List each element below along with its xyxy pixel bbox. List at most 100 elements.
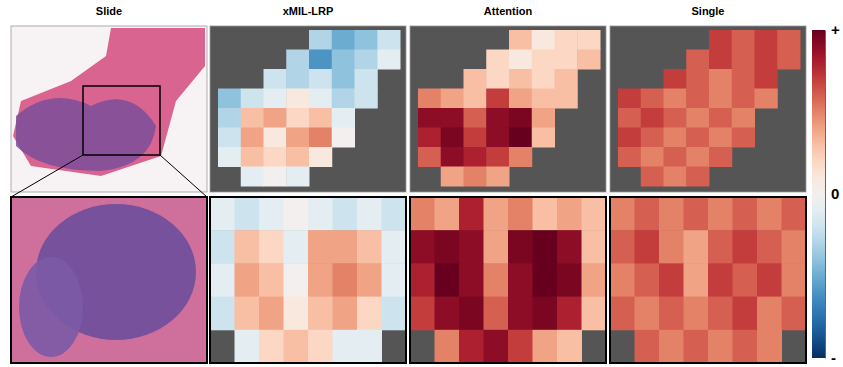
heatmap-cell (582, 197, 607, 231)
heatmap-cell (418, 89, 441, 109)
colorbar-axis-line (825, 31, 826, 359)
heatmap-cell (464, 128, 487, 148)
heatmap-cell (708, 230, 733, 264)
heatmap-cell (641, 108, 664, 128)
heatmap-cell (782, 197, 807, 231)
heatmap-cell (782, 297, 807, 331)
heatmap-cell (757, 230, 782, 264)
heatmap-cell (355, 89, 378, 109)
colorbar (812, 30, 825, 358)
heatmap-cell (532, 69, 555, 89)
heatmap-cell (259, 330, 284, 363)
heatmap-cell (582, 263, 607, 297)
heatmap-cell (684, 197, 709, 231)
heatmap-cell (332, 30, 355, 50)
zoom-connector (160, 155, 207, 197)
heatmap-cell (235, 197, 260, 231)
heatmap-cell (259, 263, 284, 297)
heatmap-cell (441, 108, 464, 128)
heatmap-cell (355, 50, 378, 70)
panel-border (410, 197, 606, 363)
slide-zoom-background (11, 197, 207, 363)
heatmap-cell (286, 108, 309, 128)
heatmap-cell (486, 108, 509, 128)
zoom-box (83, 86, 160, 155)
heatmap-cell (659, 330, 684, 363)
heatmap-cell (308, 330, 333, 363)
panel-title: xMIL-LRP (283, 5, 334, 17)
heatmap-cell (418, 147, 441, 167)
heatmap-cell (284, 230, 309, 264)
panel-background (410, 26, 606, 192)
heatmap-cell (441, 89, 464, 109)
tissue-node (16, 98, 156, 171)
heatmap-cell (686, 50, 709, 70)
colorbar-tick: 0 (825, 185, 839, 202)
heatmap-cell (555, 30, 578, 50)
heatmap-cell (309, 128, 332, 148)
colorbar-tick: + (825, 21, 840, 38)
heatmap-cell (464, 69, 487, 89)
heatmap-cell (659, 197, 684, 231)
heatmap-cell (684, 263, 709, 297)
heatmap-cell (241, 89, 264, 109)
heatmap-cell (532, 108, 555, 128)
heatmap-cell (557, 263, 582, 297)
heatmap-cell (509, 69, 532, 89)
heatmap-cell (235, 230, 260, 264)
heatmap-cell (664, 69, 687, 89)
heatmap-cell (357, 263, 382, 297)
heatmap-cell (410, 263, 435, 297)
heatmap-cell (382, 263, 407, 297)
heatmap-cell (259, 230, 284, 264)
panel-background (410, 197, 606, 363)
heatmap-cell (533, 297, 558, 331)
heatmap-cell (577, 30, 600, 50)
heatmap-cell (357, 230, 382, 264)
heatmap-cell (486, 50, 509, 70)
heatmap-cell (410, 197, 435, 231)
heatmap-cell (484, 197, 509, 231)
heatmap-cell (435, 197, 460, 231)
heatmap-cell (684, 330, 709, 363)
heatmap-cell (659, 297, 684, 331)
heatmap-cell (484, 330, 509, 363)
heatmap-cell (235, 330, 260, 363)
heatmap-cell (732, 50, 755, 70)
heatmap-cell (286, 50, 309, 70)
heatmap-cell (618, 128, 641, 148)
heatmap-cell (435, 230, 460, 264)
heatmap-cell (664, 147, 687, 167)
heatmap-cell (486, 128, 509, 148)
panel-background (610, 197, 806, 363)
heatmap-cell (533, 263, 558, 297)
heatmap-cell (733, 263, 758, 297)
heatmap-cell (484, 297, 509, 331)
heatmap-cell (410, 297, 435, 331)
heatmap-cell (464, 108, 487, 128)
heatmap-cell (241, 167, 264, 187)
heatmap-cell (755, 69, 778, 89)
heatmap-cell (286, 167, 309, 187)
heatmap-cell (664, 108, 687, 128)
heatmap-cell (459, 297, 484, 331)
heatmap-cell (641, 167, 664, 187)
heatmap-cell (284, 263, 309, 297)
heatmap-cell (357, 297, 382, 331)
heatmap-cell (733, 230, 758, 264)
heatmap-cell (333, 230, 358, 264)
heatmap-cell (382, 230, 407, 264)
heatmap-cell (333, 297, 358, 331)
heatmap-cell (286, 69, 309, 89)
heatmap-cell (686, 108, 709, 128)
slide-image (11, 26, 207, 363)
heatmap-cell (464, 147, 487, 167)
panel-background (210, 26, 406, 192)
heatmap-cell (533, 330, 558, 363)
colorbar-axis: +0- (825, 21, 840, 366)
heatmap-cell (235, 297, 260, 331)
heatmap-cell (441, 128, 464, 148)
heatmap-cell (709, 50, 732, 70)
heatmap-cell (218, 147, 241, 167)
heatmap-cell (555, 50, 578, 70)
